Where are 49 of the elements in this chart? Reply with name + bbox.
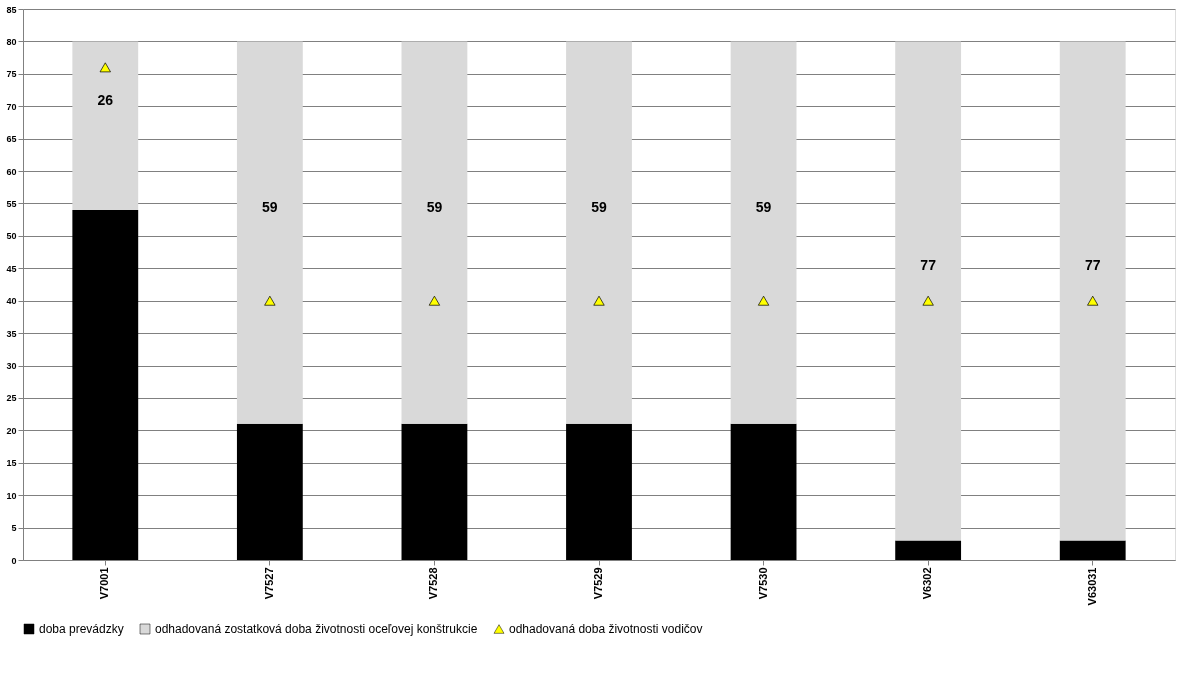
bar	[236, 41, 303, 424]
y-tick-label: 75	[6, 69, 17, 80]
bar	[1059, 41, 1126, 541]
data-label: 59	[426, 198, 443, 215]
bar	[72, 41, 139, 210]
legend-label: doba prevádzky	[39, 622, 124, 636]
y-tick-label: 55	[6, 198, 17, 209]
data-label: 77	[1084, 256, 1101, 273]
y-tick-label: 80	[6, 36, 17, 47]
y-tick-label: 70	[6, 101, 17, 112]
bar	[730, 41, 797, 424]
y-tick-label: 45	[6, 263, 17, 274]
y-tick-label: 25	[6, 393, 17, 404]
y-tick-label: 0	[11, 555, 17, 566]
y-tick-label: 15	[6, 458, 17, 469]
bar	[1059, 540, 1126, 560]
x-tick-label: V7001	[98, 567, 111, 600]
x-tick-label: V7530	[756, 567, 769, 600]
legend-label: odhadovaná zostatková doba životnosti oceľovej konštrukcie	[155, 622, 478, 636]
bar	[401, 423, 468, 560]
y-tick-label: 50	[6, 231, 17, 242]
bar	[730, 423, 797, 560]
y-tick-label: 30	[6, 361, 17, 372]
y-tick-label: 5	[11, 523, 17, 534]
bar	[895, 41, 962, 541]
bar	[401, 41, 468, 424]
y-tick-label: 35	[6, 328, 17, 339]
x-tick-label: V6302	[921, 567, 934, 600]
bar	[895, 540, 962, 560]
y-tick-label: 40	[6, 296, 17, 307]
y-tick-label: 65	[6, 134, 17, 145]
x-tick-label: V7528	[427, 567, 440, 600]
bar	[566, 41, 632, 424]
y-tick-label: 60	[6, 166, 17, 177]
bar	[236, 423, 303, 560]
data-label: 59	[262, 198, 278, 215]
data-label: 26	[97, 91, 114, 108]
bar	[72, 209, 139, 560]
y-tick-label: 20	[6, 425, 17, 436]
y-tick-label: 85	[6, 4, 17, 15]
y-tick-label: 10	[6, 490, 17, 501]
legend-label: odhadovaná doba životnosti vodičov	[509, 622, 703, 636]
data-label: 59	[755, 198, 772, 215]
bar	[566, 423, 632, 560]
x-tick-label: V63031	[1085, 567, 1098, 606]
data-label: 59	[591, 198, 607, 215]
x-tick-label: V7527	[262, 567, 275, 600]
data-label: 77	[920, 256, 937, 273]
x-tick-label: V7529	[592, 567, 604, 600]
